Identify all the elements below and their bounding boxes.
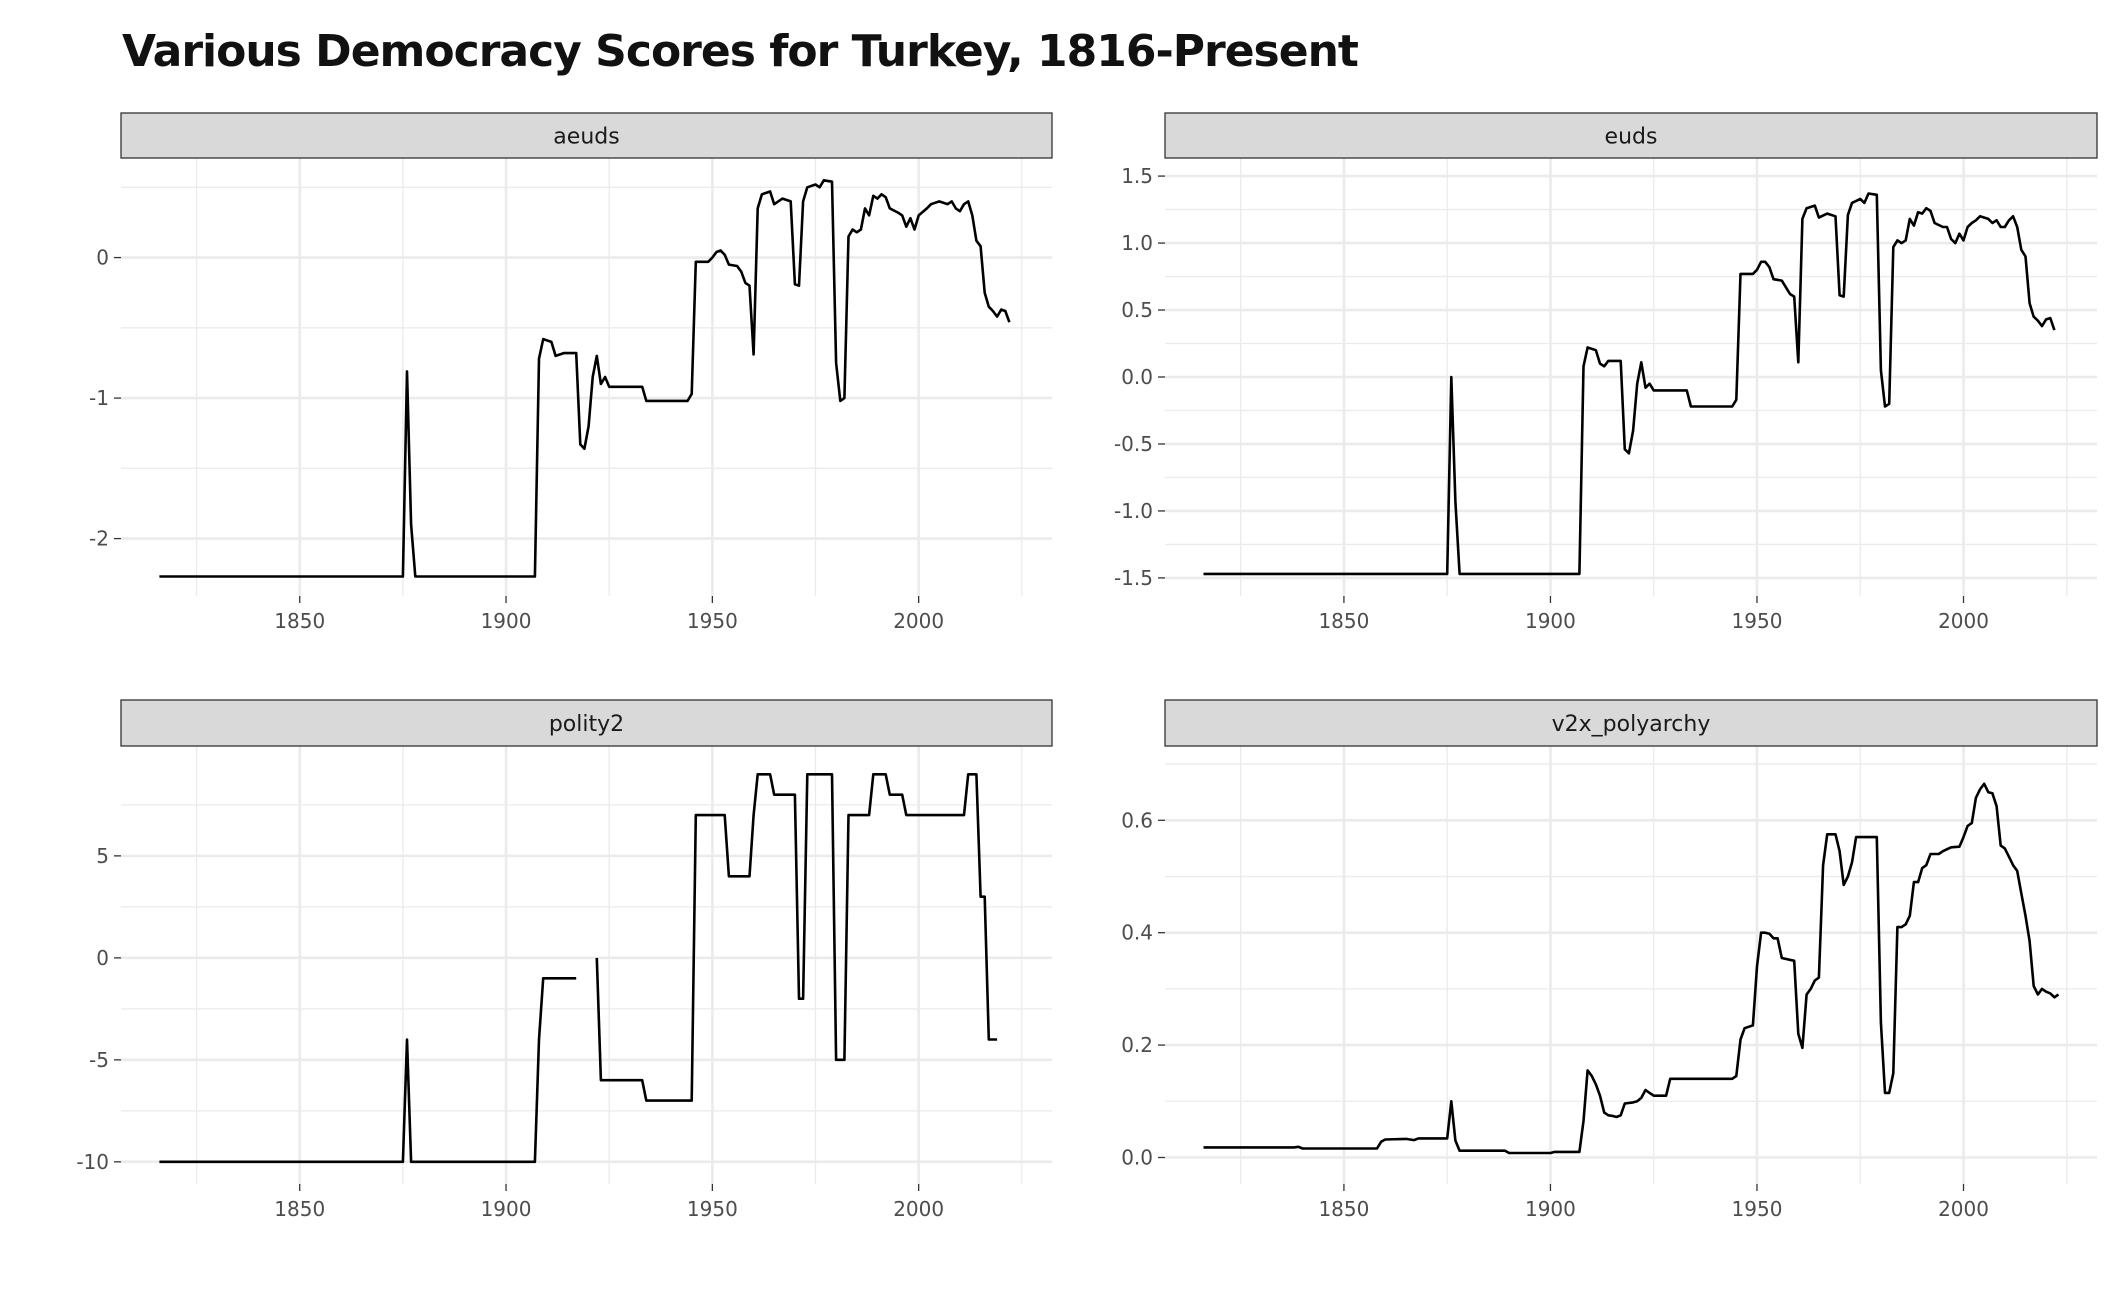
x-tick-label: 1900: [481, 1197, 532, 1221]
y-tick-label: -5: [89, 1048, 109, 1072]
facet-strip: [120, 699, 1053, 747]
y-tick-label: -10: [76, 1150, 109, 1174]
x-tick-label: 2000: [893, 609, 944, 633]
y-tick-label: -0.5: [1114, 432, 1153, 456]
x-tick-label: 1950: [687, 1197, 738, 1221]
y-tick-label: 0.0: [1121, 365, 1153, 389]
series-line: [159, 179, 1011, 578]
y-tick-label: 1.0: [1121, 231, 1153, 255]
y-tick-label: 0.0: [1121, 1145, 1153, 1169]
y-tick-label: 0.5: [1121, 298, 1153, 322]
x-tick-label: 1850: [1318, 609, 1369, 633]
x-tick-label: 1900: [1525, 1197, 1576, 1221]
panel-euds: euds 1850 1900 1950 2000 1.5 1.0 0.5 0.0 -0.5 -1.0…: [1114, 112, 2098, 633]
y-tick-label: 1.5: [1121, 164, 1153, 188]
y-tick-label: -1: [89, 386, 109, 410]
x-tick-label: 2000: [1938, 1197, 1989, 1221]
y-tick-label: 0.4: [1121, 921, 1153, 945]
y-tick-label: -1.0: [1114, 499, 1153, 523]
y-tick-label: -2: [89, 527, 109, 551]
panel-polity2: polity2 1850 1900 1950 2000 5 0 -5 -10: [76, 699, 1053, 1221]
x-tick-label: 2000: [1938, 609, 1989, 633]
facet-strip-label: polity2: [549, 712, 624, 737]
y-tick-label: 0: [96, 946, 109, 970]
x-tick-label: 1850: [274, 609, 325, 633]
series-line: [595, 773, 998, 1102]
facet-strip: [1164, 699, 2098, 747]
y-tick-label: 0: [96, 246, 109, 270]
panel-v2x_polyarchy: v2x_polyarchy 1850 1900 1950 2000 0.6 0.4 0.2 0.…: [1121, 699, 2098, 1221]
x-tick-label: 1950: [687, 609, 738, 633]
y-tick-label: 5: [96, 844, 109, 868]
facet-strip-label: v2x_polyarchy: [1552, 712, 1711, 737]
x-tick-label: 1900: [481, 609, 532, 633]
y-tick-label: 0.6: [1121, 808, 1153, 832]
facet-strip-label: aeuds: [553, 125, 619, 150]
panel-aeuds: aeuds 1850 1900 1950 2000 0 -1 -2: [89, 112, 1053, 633]
series-line: [1203, 192, 2056, 576]
series-line: [1203, 782, 2060, 1155]
series-line: [159, 977, 577, 1164]
x-tick-label: 1950: [1732, 1197, 1783, 1221]
x-tick-label: 1850: [274, 1197, 325, 1221]
x-tick-label: 1950: [1732, 609, 1783, 633]
facet-strip: [1164, 112, 2098, 159]
y-tick-label: -1.5: [1114, 566, 1153, 590]
facet-strip-label: euds: [1605, 125, 1658, 150]
chart-title: Various Democracy Scores for Turkey, 181…: [122, 26, 1359, 77]
x-tick-label: 2000: [893, 1197, 944, 1221]
x-tick-label: 1850: [1318, 1197, 1369, 1221]
y-tick-label: 0.2: [1121, 1033, 1153, 1057]
x-tick-label: 1900: [1525, 609, 1576, 633]
facet-strip: [120, 112, 1053, 159]
